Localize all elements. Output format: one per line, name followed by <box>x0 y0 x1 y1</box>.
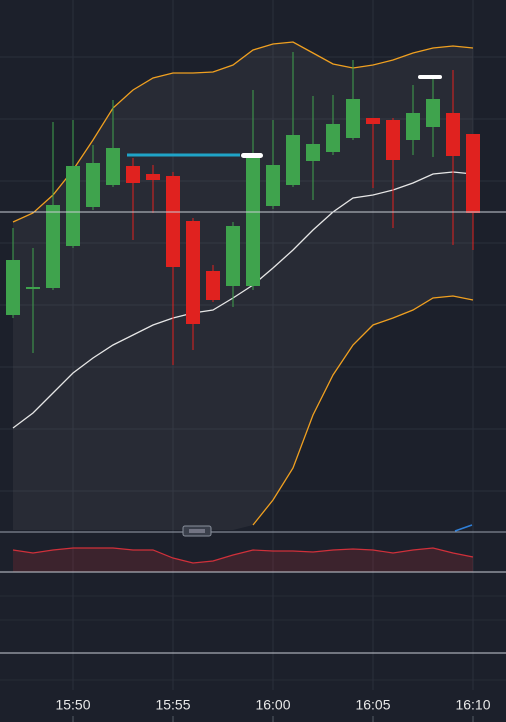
indicator-line <box>12 41 474 223</box>
candle-body <box>226 226 240 286</box>
candle-body <box>66 166 80 246</box>
candle-body <box>306 144 320 161</box>
candle-body <box>206 271 220 300</box>
band-fill <box>13 42 473 530</box>
x-tick-label: 16:05 <box>355 697 390 713</box>
indicator-line <box>252 295 474 526</box>
x-tick-label: 16:00 <box>255 697 290 713</box>
x-tick-label: 16:10 <box>455 697 490 713</box>
candle-body <box>386 120 400 160</box>
grid <box>0 0 506 690</box>
candle-body <box>106 148 120 185</box>
marker <box>418 75 442 79</box>
candle-body <box>6 260 20 315</box>
x-tick-label: 15:55 <box>155 697 190 713</box>
candle-body <box>246 153 260 286</box>
candle-body <box>166 176 180 267</box>
plot <box>6 41 480 572</box>
pane-resize-handle[interactable] <box>182 525 212 537</box>
candle-body <box>126 166 140 183</box>
indicator-line <box>12 547 474 564</box>
candle-body <box>86 163 100 207</box>
candle-body <box>46 205 60 288</box>
candle-body <box>466 134 480 213</box>
candle-body <box>146 174 160 180</box>
candle-body <box>26 287 40 289</box>
candle-body <box>326 124 340 152</box>
x-axis: 15:50 15:55 16:00 16:05 16:10 <box>55 697 491 722</box>
candle-body <box>426 99 440 127</box>
candle-body <box>406 113 420 140</box>
candle-body <box>186 221 200 324</box>
candle-body <box>446 113 460 156</box>
level-handle[interactable] <box>241 153 263 158</box>
candle-body <box>346 99 360 138</box>
candle-body <box>266 165 280 206</box>
candle-body <box>366 118 380 124</box>
candle-body <box>286 135 300 185</box>
x-tick-label: 15:50 <box>55 697 90 713</box>
indicator-line <box>12 171 474 429</box>
indicator-stub <box>454 524 473 532</box>
indicator-area <box>13 548 473 572</box>
